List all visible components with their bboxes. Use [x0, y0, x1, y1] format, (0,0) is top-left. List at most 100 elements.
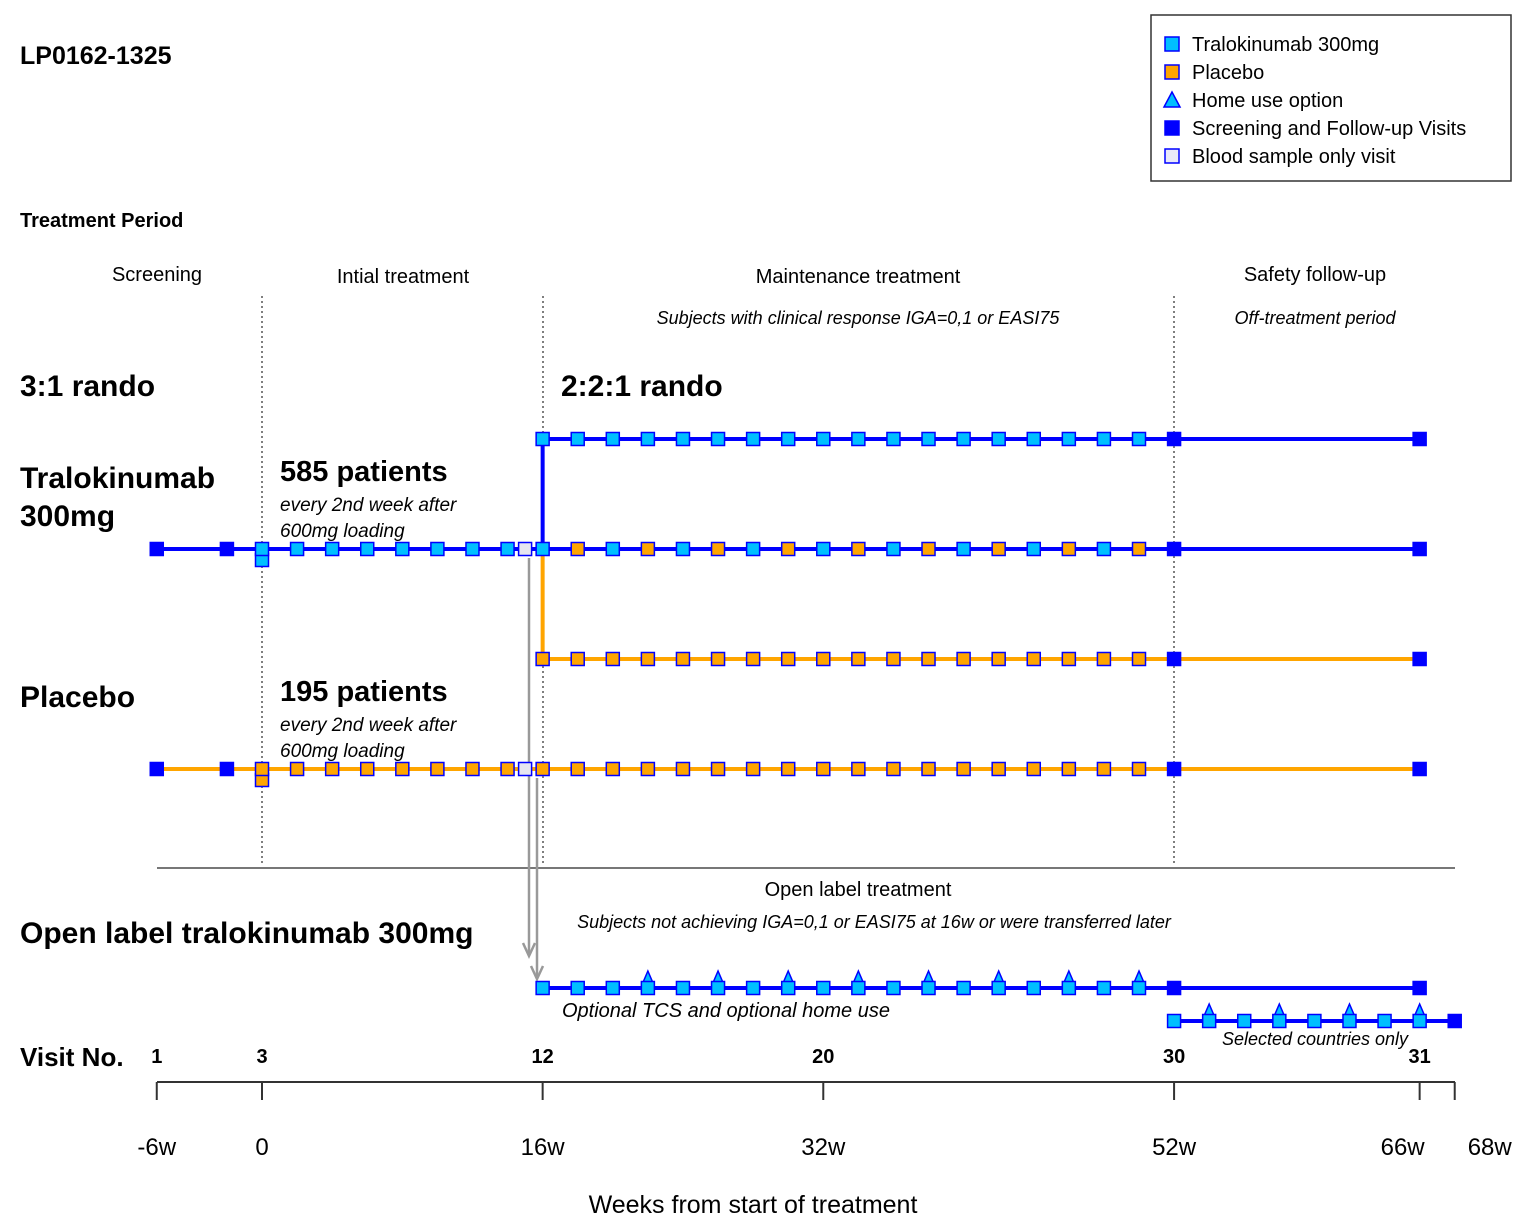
visit-marker — [149, 541, 165, 557]
visit-number: 30 — [1163, 1046, 1185, 1068]
period-screening: Screening — [112, 264, 202, 286]
visit-marker — [1412, 431, 1427, 447]
visit-marker — [1447, 1013, 1462, 1029]
blood-sample-marker — [517, 541, 533, 557]
tralokinumab-dose-marker — [254, 541, 270, 557]
placebo-dose-marker — [745, 761, 761, 777]
placebo-dose-marker — [956, 761, 971, 777]
placebo-patients: 195 patients — [280, 676, 448, 708]
open-label-period: Open label treatment — [765, 879, 952, 901]
visit-number: 1 — [151, 1046, 162, 1068]
tralokinumab-dose-marker — [1026, 980, 1042, 996]
placebo-dose-marker — [500, 761, 515, 777]
tralokinumab-dose-marker — [1201, 1013, 1217, 1029]
tralokinumab-dose-marker — [640, 980, 656, 996]
legend-box — [1150, 14, 1512, 182]
placebo-dose-marker — [851, 541, 866, 557]
placebo-dose-marker — [430, 761, 445, 777]
arrowhead-icon — [521, 942, 537, 959]
study-id: LP0162-1325 — [20, 42, 172, 70]
period-initial: Intial treatment — [337, 266, 470, 288]
placebo-dose-marker — [780, 761, 796, 777]
tralokinumab-dose-marker — [921, 431, 936, 447]
legend-label: Tralokinumab 300mg — [1192, 34, 1379, 56]
placebo-dose-marker — [921, 541, 936, 557]
visit-number: 12 — [532, 1046, 554, 1068]
schedule-rows — [149, 431, 1462, 1029]
tralokinumab-dose-marker — [1272, 1013, 1287, 1029]
visit-marker — [1166, 761, 1182, 777]
tralokinumab-dose-marker — [1131, 980, 1147, 996]
placebo-dose-marker — [570, 651, 585, 667]
visit-marker — [219, 541, 235, 557]
tralokinumab-dose-marker — [1026, 431, 1042, 447]
placebo-dose-marker — [324, 761, 340, 777]
tralokinumab-dose-marker — [359, 541, 375, 557]
legend-square-icon — [1164, 120, 1180, 136]
period-maintenance: Maintenance treatment — [756, 266, 961, 288]
placebo-dose-marker — [816, 651, 831, 667]
placebo-dose-marker — [254, 761, 270, 777]
visit-marker — [1166, 980, 1182, 996]
tralokinumab-dose-marker — [921, 980, 936, 996]
tralokinumab-dose-marker — [289, 541, 305, 557]
legend-square-icon — [1164, 64, 1180, 80]
placebo-dose-marker — [991, 651, 1006, 667]
placebo-dosing: every 2nd week after — [280, 715, 457, 736]
visit-marker — [1412, 541, 1427, 557]
tralokinumab-dose-marker — [535, 431, 550, 447]
placebo-dose-marker — [1131, 651, 1147, 667]
legend-label: Screening and Follow-up Visits — [1192, 118, 1466, 140]
placebo-dose-marker — [570, 761, 585, 777]
tralokinumab-dose-marker — [465, 541, 480, 557]
tralokinumab-dosing: every 2nd week after — [280, 495, 457, 516]
tralokinumab-dose-marker — [816, 431, 831, 447]
period-safety-subtitle: Off-treatment period — [1234, 308, 1396, 328]
placebo-dosing-2: 600mg loading — [280, 741, 405, 762]
visit-marker — [1166, 541, 1182, 557]
row-open-label — [535, 969, 1427, 996]
placebo-dose-marker — [710, 541, 726, 557]
tralokinumab-dose-marker — [1236, 1013, 1252, 1029]
legend-label: Blood sample only visit — [1192, 146, 1396, 168]
tralokinumab-dose-marker — [1096, 431, 1112, 447]
tralokinumab-dose-marker — [745, 541, 761, 557]
x-tick-label: 0 — [255, 1134, 268, 1161]
tralokinumab-dose-marker — [745, 431, 761, 447]
tralokinumab-dose-marker — [605, 431, 621, 447]
x-tick-label: -6w — [137, 1134, 176, 1161]
visit-marker — [1166, 651, 1182, 667]
tralokinumab-dose-marker — [1026, 541, 1042, 557]
visit-marker — [1412, 980, 1427, 996]
tralokinumab-dose-marker — [1061, 431, 1077, 447]
visit-number: 3 — [256, 1046, 267, 1068]
tralokinumab-dose-marker — [956, 431, 971, 447]
tralokinumab-dose-marker — [1342, 1013, 1357, 1029]
arm-placebo-label: Placebo — [20, 681, 135, 714]
placebo-dose-marker — [851, 651, 866, 667]
tralokinumab-dose-marker — [816, 541, 831, 557]
tralokinumab-dose-marker — [956, 980, 971, 996]
tralokinumab-dose-marker — [710, 431, 726, 447]
tralokinumab-dose-marker — [675, 541, 691, 557]
visit-no-label: Visit No. — [20, 1042, 124, 1072]
tralokinumab-dose-marker — [605, 980, 621, 996]
tralokinumab-dose-marker — [780, 980, 796, 996]
x-tick-label: 52w — [1152, 1134, 1197, 1161]
tralokinumab-dose-marker — [640, 431, 656, 447]
x-tick-label: 32w — [801, 1134, 846, 1161]
x-tick-label: 66w — [1381, 1134, 1426, 1161]
tralokinumab-patients: 585 patients — [280, 456, 448, 488]
visit-marker — [219, 761, 235, 777]
placebo-dose-marker — [745, 651, 761, 667]
x-axis-ticks: -6w 0 16w 32w 52w 66w 68w — [137, 1082, 1512, 1161]
visit-marker — [1166, 431, 1182, 447]
tralokinumab-dose-marker — [1096, 980, 1112, 996]
placebo-dose-marker — [710, 651, 726, 667]
visit-numbers: 1 3 12 20 30 31 — [151, 1046, 1431, 1068]
placebo-dose-marker — [851, 761, 866, 777]
visit-marker — [1412, 761, 1427, 777]
placebo-dose-marker — [640, 651, 656, 667]
legend-triangle-icon — [1162, 90, 1182, 108]
placebo-dose-marker — [1026, 651, 1042, 667]
